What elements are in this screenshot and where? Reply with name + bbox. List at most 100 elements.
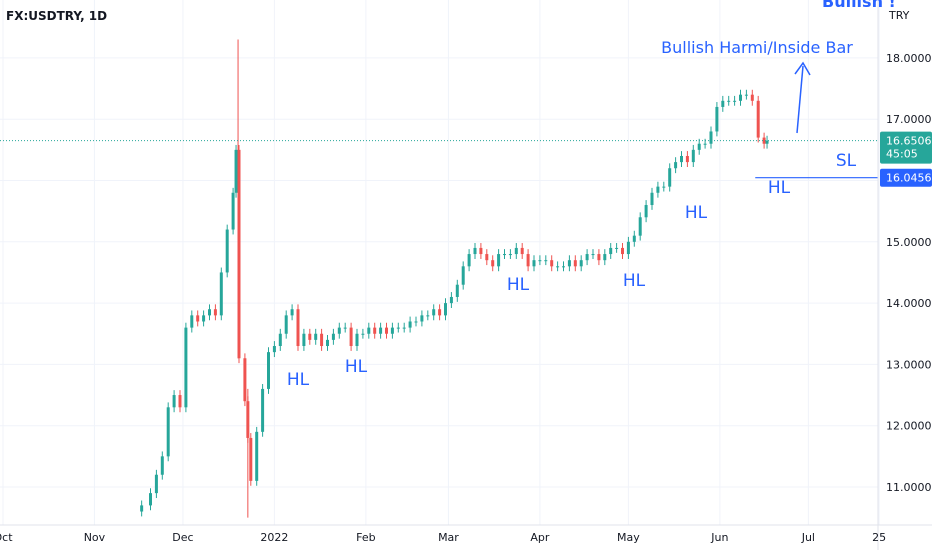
candle-body	[455, 284, 459, 297]
candle-body	[343, 327, 347, 329]
candle-body	[208, 309, 211, 316]
candle-body	[556, 266, 560, 268]
y-tick-label: 14.00000	[886, 297, 932, 310]
candle-body	[656, 186, 660, 193]
hl-label: HL	[345, 357, 368, 377]
sl-tag	[880, 168, 932, 187]
candle-body	[290, 309, 294, 316]
candle-body	[567, 260, 571, 267]
arrow-up-icon	[796, 65, 804, 134]
candle-body	[432, 309, 436, 316]
candle-body	[326, 339, 329, 347]
candle-body	[296, 309, 300, 347]
candle-body	[166, 407, 170, 457]
candle-body	[662, 186, 666, 188]
candle-body	[154, 474, 158, 494]
last-price-value: 16.65065	[886, 135, 932, 148]
candle-body	[579, 260, 583, 267]
candle-body	[544, 260, 548, 262]
candle-body	[697, 143, 701, 150]
last-price-countdown: 45:05	[886, 148, 918, 161]
candle-body	[668, 168, 672, 187]
candle-body	[367, 327, 371, 334]
candle-body	[249, 437, 253, 481]
candle-body	[337, 327, 341, 334]
time-axis[interactable]: Oct Nov Dec 2022 Feb Mar Apr May Jun Jul 25	[0, 524, 932, 544]
candle-body	[520, 247, 524, 255]
y-tick-label: 18.00000	[886, 52, 932, 65]
candle-body	[184, 327, 188, 408]
candle-body	[765, 140, 769, 144]
x-tick-label: Apr	[530, 531, 550, 544]
x-tick-label: Dec	[172, 531, 193, 544]
y-tick-label: 17.00000	[886, 113, 932, 126]
x-tick-label: 2022	[260, 531, 288, 544]
candle-body	[420, 315, 424, 322]
candle-body	[284, 315, 288, 334]
candle-body	[715, 106, 719, 132]
candle-body	[632, 235, 636, 242]
candle-body	[390, 327, 394, 334]
candlestick-series	[140, 39, 769, 518]
candle-body	[514, 247, 518, 255]
candle-body	[615, 247, 619, 249]
currency-label: TRY	[889, 9, 910, 22]
candle-body	[444, 303, 447, 316]
candle-body	[202, 315, 206, 322]
hl-label: HL	[768, 178, 791, 198]
candle-body	[385, 327, 388, 334]
candle-body	[591, 254, 595, 256]
candle-body	[361, 333, 365, 335]
candle-body	[261, 388, 265, 432]
candle-body	[680, 155, 683, 163]
candle-body	[172, 395, 176, 408]
candle-body	[733, 100, 737, 102]
candle-body	[532, 260, 536, 267]
candle-body	[650, 192, 654, 206]
symbol-label[interactable]: FX:USDTRY, 1D	[6, 9, 108, 23]
candle-body	[479, 247, 483, 255]
candle-body	[320, 333, 324, 347]
x-tick-label: Jul	[801, 531, 815, 544]
sl-label: SL	[836, 151, 857, 171]
overlay-lines	[0, 140, 878, 179]
candle-body	[573, 260, 577, 267]
y-tick-label: 11.00000	[886, 481, 932, 494]
candle-body	[402, 327, 406, 329]
candle-body	[438, 309, 442, 316]
candle-body	[449, 296, 453, 304]
x-tick-label: Jun	[710, 531, 728, 544]
candle-body	[750, 94, 754, 101]
candle-body	[626, 241, 630, 255]
candle-body	[485, 254, 489, 261]
sl-value: 16.04563	[886, 172, 932, 185]
hl-label: HL	[287, 370, 310, 390]
last-price-tag	[880, 131, 932, 164]
candle-body	[638, 217, 642, 236]
candle-body	[213, 309, 217, 316]
grid-lines	[0, 0, 880, 525]
candle-body	[503, 254, 506, 256]
x-tick-label: Feb	[356, 531, 375, 544]
x-tick-label: Nov	[84, 531, 106, 544]
candle-body	[526, 254, 530, 267]
candle-body	[149, 493, 152, 506]
price-axis[interactable]: 11.00000 12.00000 13.00000 14.00000 15.00000…	[877, 0, 932, 550]
candle-body	[414, 321, 418, 323]
candle-body	[609, 247, 613, 255]
candle-body	[234, 149, 238, 193]
hl-label: HL	[507, 275, 530, 295]
candle-body	[508, 254, 512, 256]
candle-body	[709, 131, 713, 144]
y-tick-label: 13.00000	[886, 358, 932, 371]
candle-body	[467, 254, 471, 267]
candle-body	[396, 327, 400, 329]
candle-body	[302, 333, 306, 347]
candle-body	[408, 321, 412, 328]
candle-body	[703, 143, 707, 145]
arrow-head-icon	[794, 61, 811, 76]
candle-body	[491, 260, 495, 267]
candle-body	[762, 137, 766, 144]
candle-body	[721, 100, 725, 107]
